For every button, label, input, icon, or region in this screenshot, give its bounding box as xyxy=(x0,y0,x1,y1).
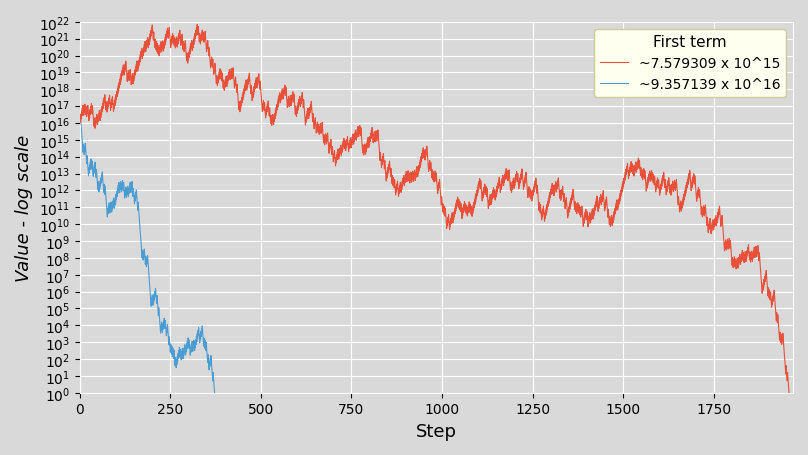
~9.357139 x 10^16 xyxy=(98,170,107,175)
~7.579309 x 10^15 xyxy=(623,166,633,172)
~7.579309 x 10^15 xyxy=(505,183,515,188)
~7.579309 x 10^15 xyxy=(76,112,86,117)
Line: ~9.357139 x 10^16: ~9.357139 x 10^16 xyxy=(80,107,215,393)
Y-axis label: Value - log scale: Value - log scale xyxy=(15,134,33,281)
~7.579309 x 10^15 xyxy=(785,390,794,395)
~9.357139 x 10^16 xyxy=(75,105,85,110)
~9.357139 x 10^16 xyxy=(198,329,208,334)
~9.357139 x 10^16 xyxy=(208,379,217,384)
~7.579309 x 10^15 xyxy=(686,188,696,194)
X-axis label: Step: Step xyxy=(416,422,457,440)
~7.579309 x 10^15 xyxy=(75,123,85,128)
~9.357139 x 10^16 xyxy=(97,173,107,178)
~7.579309 x 10^15 xyxy=(566,201,576,207)
~7.579309 x 10^15 xyxy=(192,23,202,28)
~9.357139 x 10^16 xyxy=(210,390,220,395)
~7.579309 x 10^15 xyxy=(101,103,111,108)
~9.357139 x 10^16 xyxy=(82,157,91,162)
~9.357139 x 10^16 xyxy=(112,192,121,197)
Legend: ~7.579309 x 10^15, ~9.357139 x 10^16: ~7.579309 x 10^15, ~9.357139 x 10^16 xyxy=(595,30,786,97)
Line: ~7.579309 x 10^15: ~7.579309 x 10^15 xyxy=(80,25,789,393)
